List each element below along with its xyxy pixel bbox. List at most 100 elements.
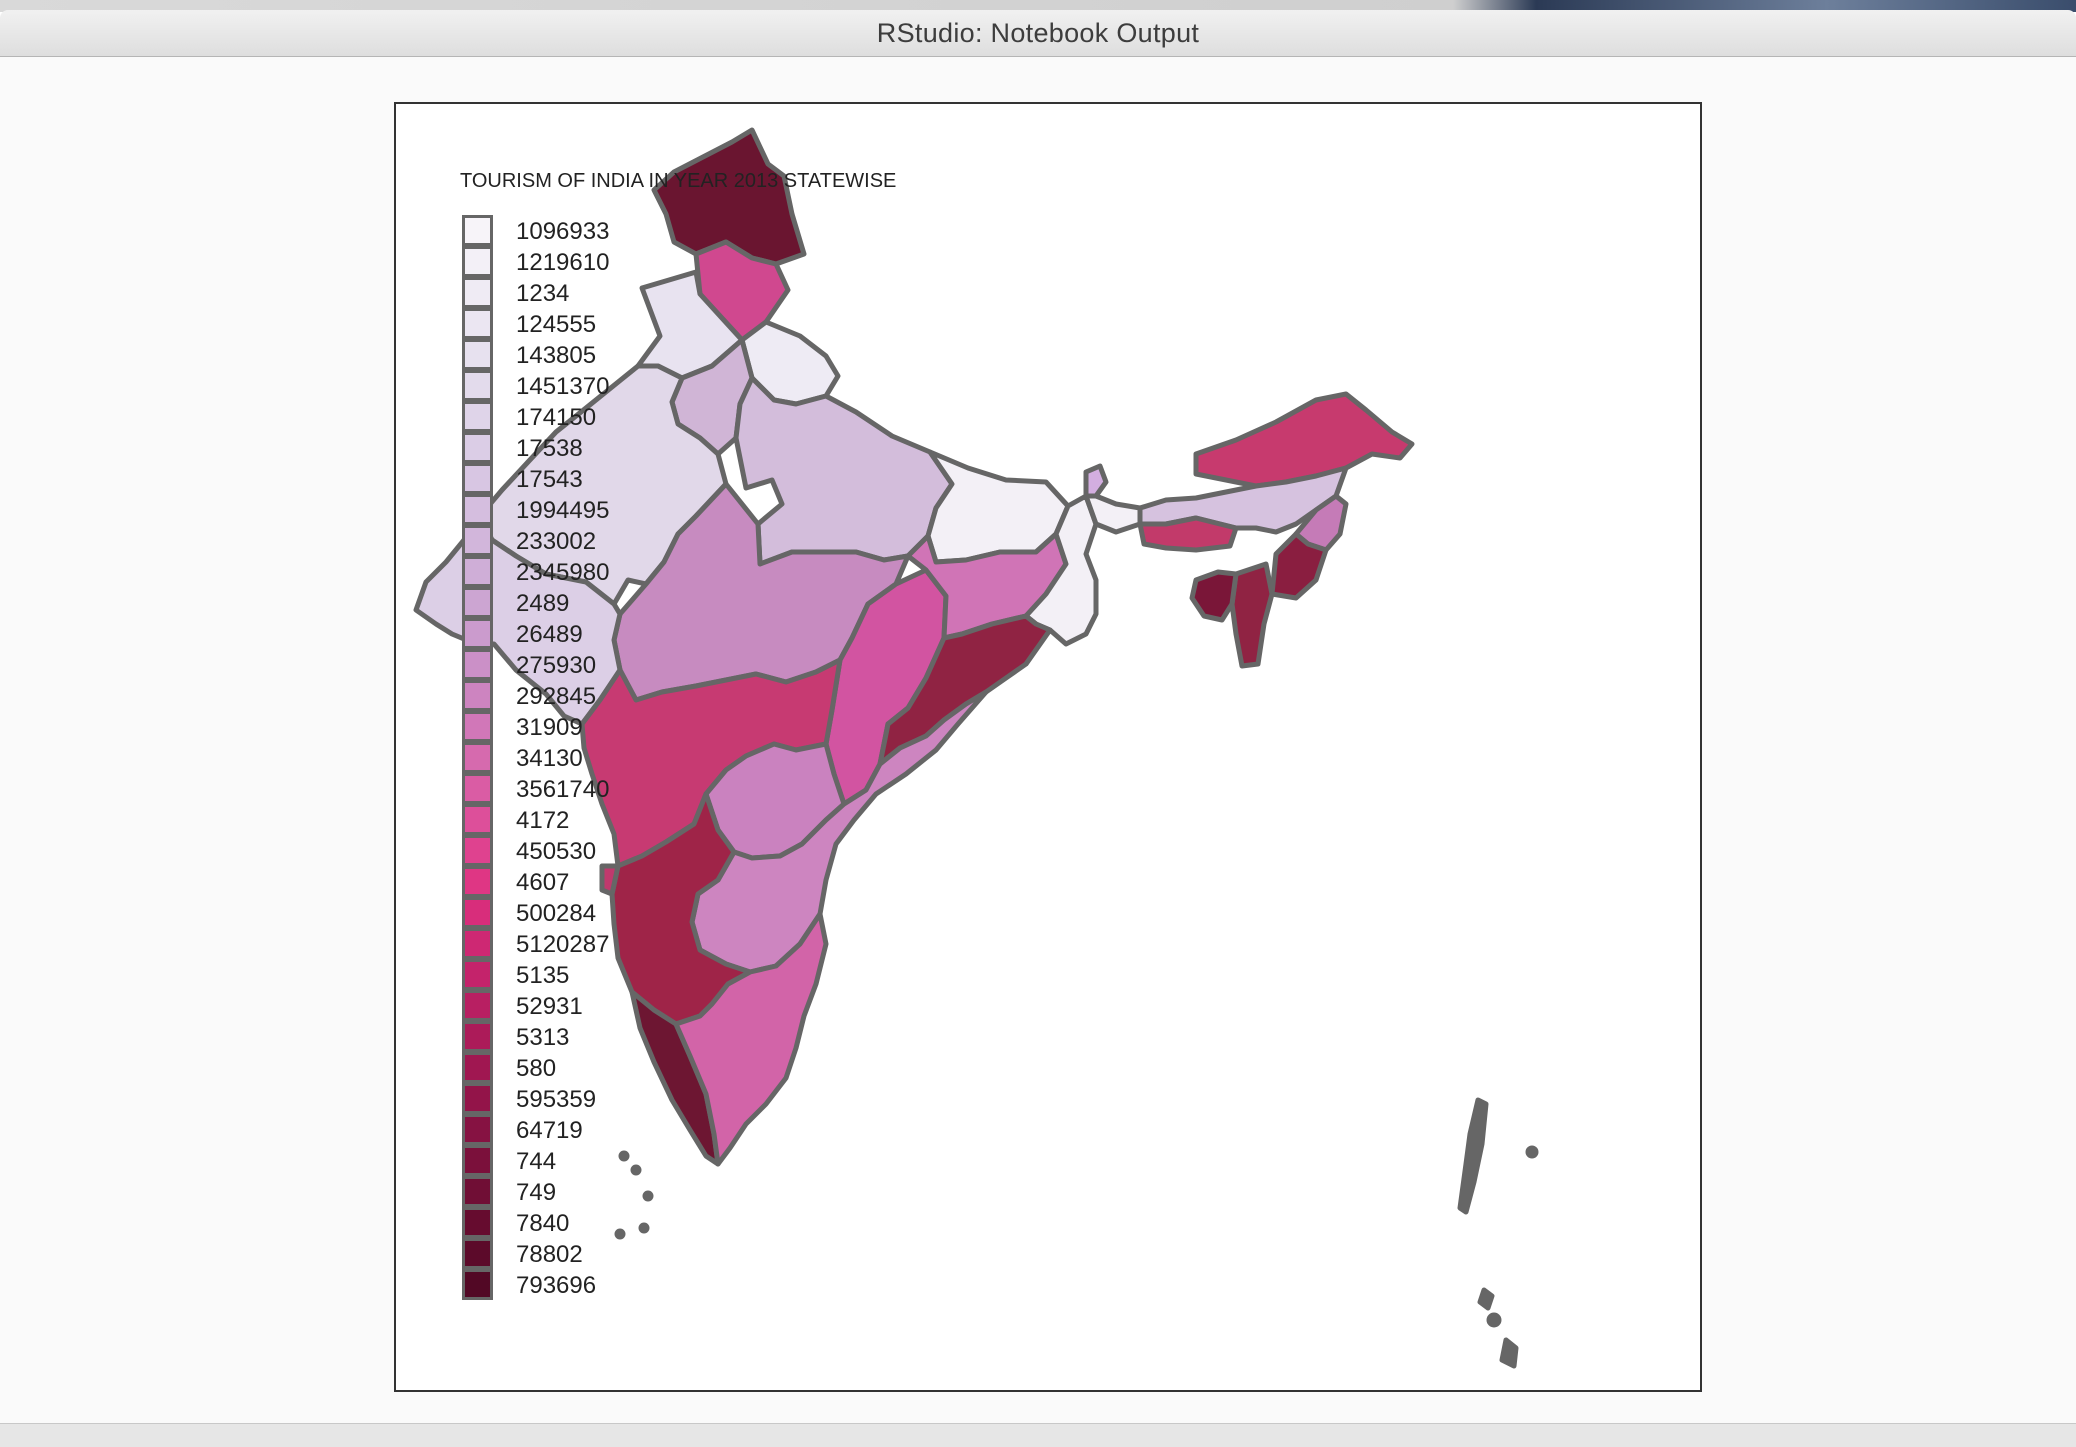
legend-swatch	[462, 214, 493, 246]
region-lakshadweep-4	[638, 1222, 650, 1234]
legend-label: 1994495	[516, 497, 610, 524]
legend-swatch	[462, 803, 493, 835]
legend-item: 749	[462, 1175, 556, 1208]
region-goa	[599, 863, 621, 897]
legend-swatch	[462, 400, 493, 432]
legend-swatch	[462, 865, 493, 897]
legend-item: 124555	[462, 307, 596, 340]
legend-item: 450530	[462, 834, 596, 867]
legend-swatch	[462, 369, 493, 401]
legend-swatch	[462, 1206, 493, 1238]
legend-swatch	[462, 679, 493, 711]
legend-item: 233002	[462, 524, 596, 557]
legend-item: 26489	[462, 617, 583, 650]
legend-label: 595359	[516, 1086, 597, 1113]
window-bottom-bar	[0, 1423, 2076, 1447]
window-title: RStudio: Notebook Output	[876, 17, 1200, 48]
legend-swatch	[462, 524, 493, 556]
region-lakshadweep-5	[614, 1228, 626, 1240]
legend-swatch	[462, 338, 493, 370]
legend-label: 2345980	[516, 559, 610, 586]
legend-swatch	[462, 1020, 493, 1052]
legend-swatch	[462, 896, 493, 928]
legend-swatch	[462, 617, 493, 649]
legend-label: 500284	[516, 900, 597, 927]
legend-swatch	[462, 989, 493, 1021]
desktop-background-strip	[0, 0, 2076, 12]
legend-item: 1994495	[462, 493, 609, 526]
legend-label: 5120287	[516, 931, 610, 958]
region-manipur	[1269, 531, 1329, 601]
legend-item: 52931	[462, 989, 583, 1022]
legend-item: 34130	[462, 741, 583, 774]
legend-swatch	[462, 772, 493, 804]
legend-label: 124555	[516, 311, 597, 338]
legend-label: 17538	[516, 435, 583, 462]
legend-item: 5313	[462, 1020, 569, 1053]
legend-swatch	[462, 1175, 493, 1207]
legend-swatch	[462, 1237, 493, 1269]
legend-swatch	[462, 493, 493, 525]
legend-item: 143805	[462, 338, 596, 371]
legend-label: 580	[516, 1055, 557, 1082]
legend-label: 2489	[516, 590, 570, 617]
region-nicobar-island-2	[1499, 1337, 1519, 1369]
region-nicobar-island-4	[1525, 1145, 1539, 1159]
legend-swatch	[462, 276, 493, 308]
legend-item: 78802	[462, 1237, 583, 1270]
legend-label: 1096933	[516, 218, 610, 245]
window-titlebar[interactable]: RStudio: Notebook Output	[0, 10, 2076, 57]
legend-label: 292845	[516, 683, 597, 710]
legend-label: 78802	[516, 1241, 583, 1268]
region-nicobar-island-1	[1477, 1287, 1495, 1311]
legend-swatch	[462, 1144, 493, 1176]
legend-label: 233002	[516, 528, 597, 555]
region-tamil-nadu	[673, 911, 829, 1167]
legend-item: 7840	[462, 1206, 569, 1239]
legend-label: 1451370	[516, 373, 610, 400]
legend-label: 4172	[516, 807, 570, 834]
legend-label: 5313	[516, 1024, 570, 1051]
legend-label: 31909	[516, 714, 583, 741]
region-sikkim	[1083, 463, 1109, 499]
legend-swatch	[462, 307, 493, 339]
legend-label: 275930	[516, 652, 597, 679]
legend-item: 3561740	[462, 772, 609, 805]
legend-label: 1234	[516, 280, 570, 307]
region-andaman-islands	[1457, 1097, 1489, 1215]
legend-label: 5135	[516, 962, 570, 989]
region-lakshadweep-3	[642, 1190, 654, 1202]
legend-item: 292845	[462, 679, 596, 712]
legend-swatch	[462, 710, 493, 742]
legend-swatch	[462, 1051, 493, 1083]
legend-swatch	[462, 245, 493, 277]
legend-label: 52931	[516, 993, 583, 1020]
legend-swatch	[462, 1268, 493, 1300]
legend-label: 143805	[516, 342, 597, 369]
legend-item: 1219610	[462, 245, 609, 278]
legend-swatch	[462, 555, 493, 587]
legend-item: 275930	[462, 648, 596, 681]
legend-item: 4607	[462, 865, 569, 898]
india-map	[413, 127, 1539, 1369]
legend-swatch	[462, 586, 493, 618]
region-andhra-pradesh	[689, 689, 989, 975]
legend-swatch	[462, 927, 493, 959]
legend-label: 26489	[516, 621, 583, 648]
legend-swatch	[462, 1082, 493, 1114]
legend-label: 744	[516, 1148, 557, 1175]
legend-item: 4172	[462, 803, 569, 836]
legend-item: 744	[462, 1144, 556, 1177]
map-title: TOURISM OF INDIA IN YEAR 2013 STATEWISE	[460, 170, 897, 192]
legend-item: 580	[462, 1051, 556, 1084]
region-arunachal-pradesh	[1193, 391, 1415, 489]
region-meghalaya	[1137, 515, 1239, 553]
legend-label: 793696	[516, 1272, 597, 1299]
legend-item: 2489	[462, 586, 569, 619]
legend-item: 1234	[462, 276, 569, 309]
legend-label: 64719	[516, 1117, 583, 1144]
legend-swatch	[462, 1113, 493, 1145]
region-lakshadweep-2	[630, 1164, 642, 1176]
legend-swatch	[462, 834, 493, 866]
legend-item: 17538	[462, 431, 583, 464]
